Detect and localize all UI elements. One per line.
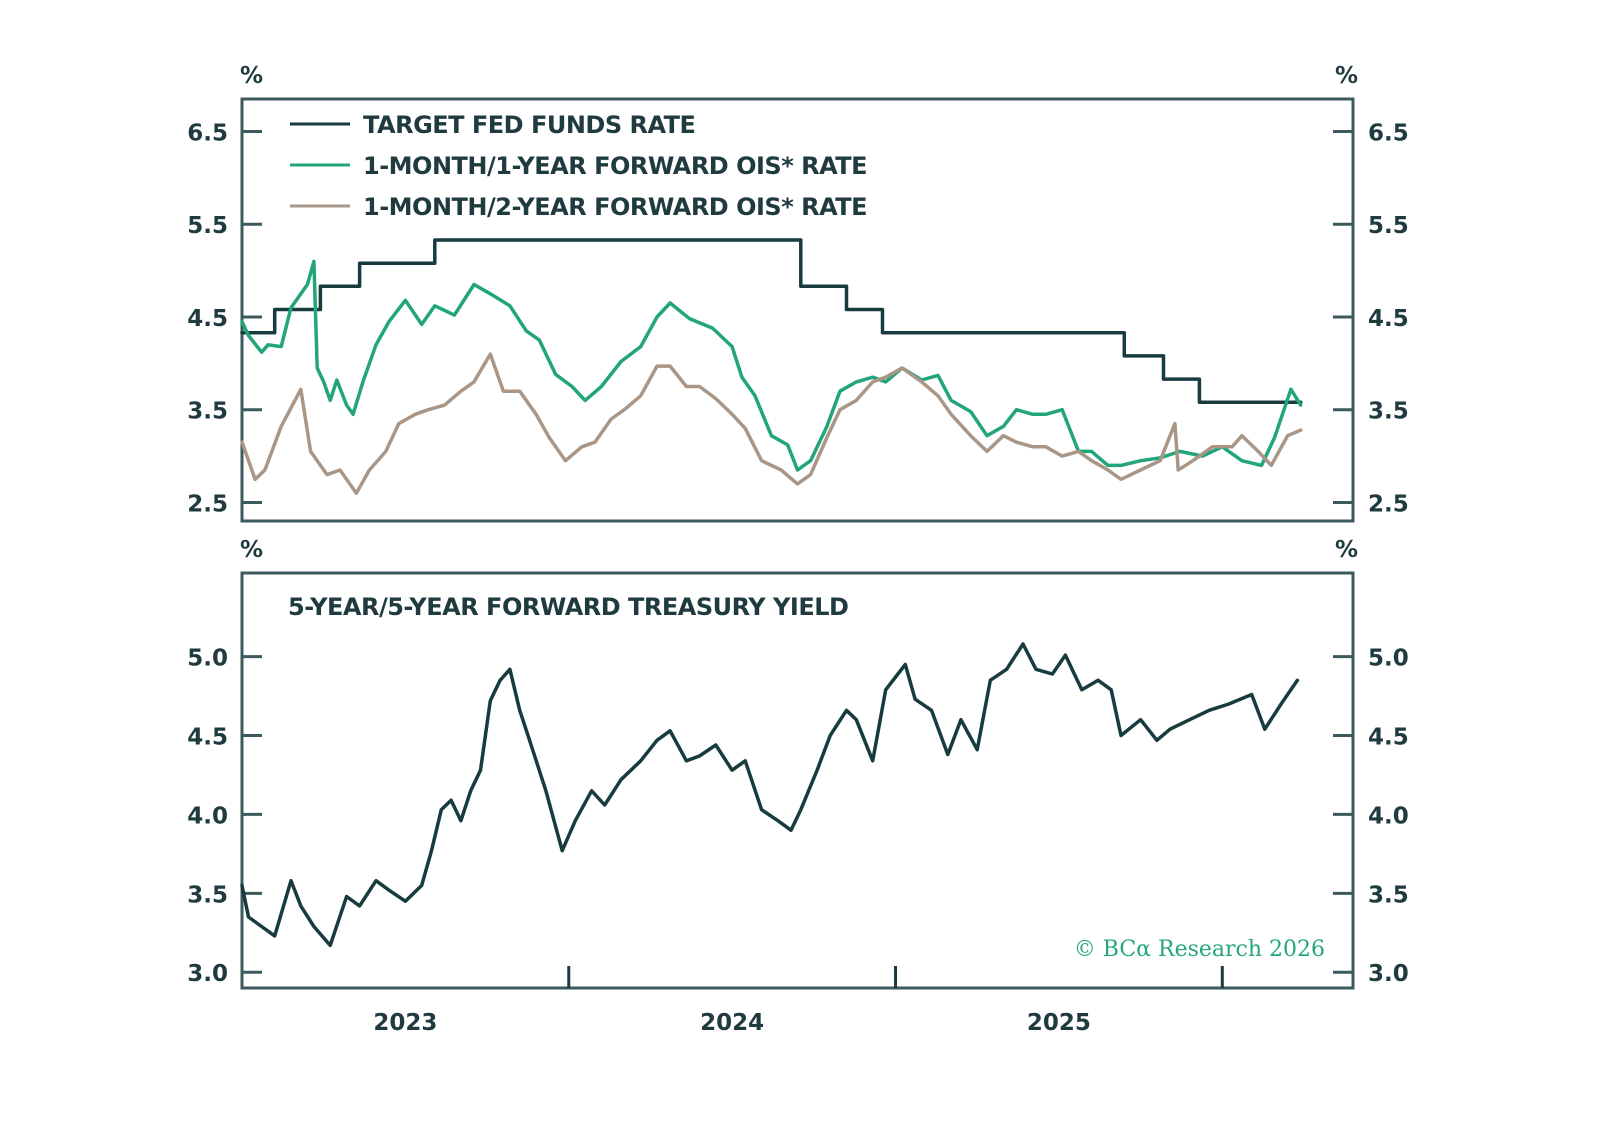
- y-tick-label-right: 3.5: [1368, 399, 1409, 425]
- y-tick-label-right: 4.0: [1368, 803, 1409, 829]
- top-y-axis: 2.5 2.5 3.5 3.5 4.5 4.5 5.5 5.5 6.5 6.5: [187, 120, 1409, 517]
- copyright-credit: © BCα Research 2026: [1074, 937, 1325, 962]
- legend-item-fed-funds: TARGET FED FUNDS RATE: [290, 111, 696, 139]
- y-tick-label-left: 2.5: [187, 491, 228, 517]
- top-plot-frame: [240, 97, 1355, 523]
- top-legend: TARGET FED FUNDS RATE 1-MONTH/1-YEAR FOR…: [290, 111, 868, 221]
- top-series-group: [240, 238, 1303, 495]
- bottom-right-unit-label: %: [1335, 537, 1358, 563]
- y-tick-label-right: 4.5: [1368, 725, 1409, 751]
- top-left-unit-label: %: [240, 63, 263, 89]
- top-right-unit-label: %: [1335, 63, 1358, 89]
- series-line-1-month-2-year-forward-ois-rate: [240, 352, 1303, 495]
- bottom-left-unit-label: %: [240, 537, 263, 563]
- bottom-panel-title: 5-YEAR/5-YEAR FORWARD TREASURY YIELD: [288, 593, 848, 621]
- bottom-plot-frame: [240, 571, 1355, 990]
- bottom-series-group: [240, 642, 1300, 948]
- legend-item-ois-2y: 1-MONTH/2-YEAR FORWARD OIS* RATE: [290, 193, 868, 221]
- bottom-y-axis: 3.0 3.0 3.5 3.5 4.0 4.0 4.5 4.5 5.0 5.0: [187, 646, 1409, 988]
- x-axis: 2023 2024 2025: [373, 966, 1224, 1036]
- y-tick-label-right: 2.5: [1368, 491, 1409, 517]
- y-tick-label-left: 5.5: [187, 213, 228, 239]
- y-tick-label-left: 4.5: [187, 725, 228, 751]
- y-tick-label-left: 3.0: [187, 961, 228, 987]
- series-line-target-fed-funds-rate: [240, 238, 1303, 405]
- y-tick-label-right: 3.0: [1368, 961, 1409, 987]
- y-tick-label-left: 6.5: [187, 120, 228, 146]
- y-tick-label-left: 3.5: [187, 399, 228, 425]
- x-tick-label: 2024: [700, 1010, 764, 1036]
- bottom-panel: % % 5-YEAR/5-YEAR FORWARD TREASURY YIELD…: [187, 537, 1409, 1036]
- series-line-5-year-5-year-forward-treasury-yield: [240, 642, 1300, 948]
- y-tick-label-left: 3.5: [187, 882, 228, 908]
- x-tick-label: 2023: [373, 1010, 437, 1036]
- legend-label-ois-1y: 1-MONTH/1-YEAR FORWARD OIS* RATE: [363, 152, 867, 180]
- y-tick-label-right: 3.5: [1368, 882, 1409, 908]
- legend-item-ois-1y: 1-MONTH/1-YEAR FORWARD OIS* RATE: [290, 152, 868, 180]
- series-line-1-month-1-year-forward-ois-rate: [240, 259, 1303, 472]
- y-tick-label-left: 4.0: [187, 803, 228, 829]
- legend-label-ois-2y: 1-MONTH/2-YEAR FORWARD OIS* RATE: [363, 193, 867, 221]
- x-tick-label: 2025: [1027, 1010, 1091, 1036]
- y-tick-label-right: 4.5: [1368, 306, 1409, 332]
- y-tick-label-right: 5.5: [1368, 213, 1409, 239]
- legend-label-fed-funds: TARGET FED FUNDS RATE: [363, 111, 695, 139]
- y-tick-label-right: 6.5: [1368, 120, 1409, 146]
- y-tick-label-left: 5.0: [187, 646, 228, 672]
- y-tick-label-left: 4.5: [187, 306, 228, 332]
- y-tick-label-right: 5.0: [1368, 646, 1409, 672]
- top-panel: % % 2.5 2.5 3.5 3.5 4.5 4.5 5.5 5.5 6.5 6.5 TARGE…: [187, 63, 1409, 523]
